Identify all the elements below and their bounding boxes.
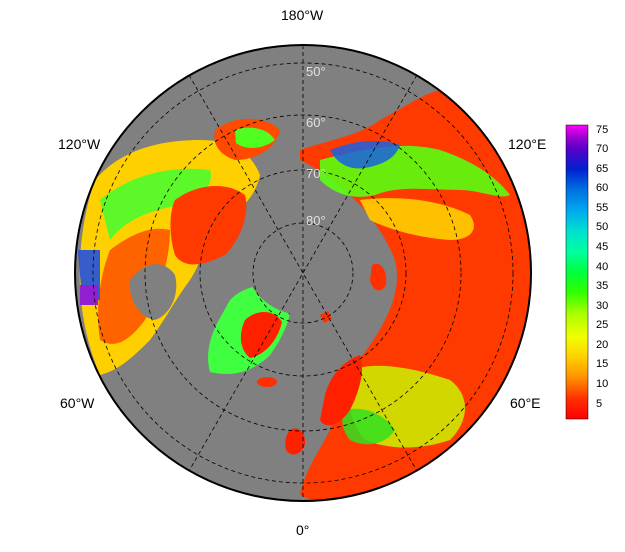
lon-label-top: 180°W — [281, 7, 324, 23]
colorbar-tick-70: 70 — [596, 143, 609, 155]
colorbar-tick-5: 5 — [596, 398, 603, 410]
colorbar-tick-15: 15 — [596, 358, 609, 370]
scandinavia — [320, 355, 362, 426]
british-isles — [285, 428, 306, 455]
map-frame — [74, 44, 532, 502]
lat-label-80: 80° — [306, 213, 326, 228]
meridian-120 — [188, 74, 418, 472]
svalbard — [320, 311, 332, 323]
colorbar-tick-75: 75 — [596, 124, 609, 136]
lat-circle-80 — [252, 222, 354, 324]
colorbar-tick-50: 50 — [596, 221, 609, 233]
colorbar-gradient — [565, 124, 589, 420]
graticule — [92, 45, 514, 501]
novaya-zemlya — [370, 263, 387, 291]
lat-label-70: 70° — [306, 166, 326, 181]
land-layer — [78, 90, 531, 501]
colorbar-tick-65: 65 — [596, 163, 609, 175]
lat-label-60: 60° — [306, 115, 326, 130]
colorbar-tick-40: 40 — [596, 261, 609, 273]
lon-label-upper-left: 120°W — [58, 136, 101, 152]
colorbar-tick-30: 30 — [596, 300, 609, 312]
iceland — [257, 377, 277, 387]
colorbar-tick-25: 25 — [596, 319, 609, 331]
colorbar-tick-35: 35 — [596, 280, 609, 292]
meridian-60 — [188, 74, 418, 472]
colorbar-tick-45: 45 — [596, 241, 609, 253]
siberia-blue-patch — [330, 140, 400, 169]
greenland-interior — [240, 311, 282, 358]
alaska-green — [235, 127, 275, 148]
lat-label-50: 50° — [306, 64, 326, 79]
lon-label-lower-left: 60°W — [60, 395, 95, 411]
lon-label-lower-right: 60°E — [510, 395, 541, 411]
lon-label-bottom: 0° — [296, 522, 310, 538]
na-green-band — [100, 168, 211, 240]
colorbar-tick-10: 10 — [596, 378, 609, 390]
siberia-yellow-band — [360, 198, 474, 240]
lon-label-upper-right: 120°E — [508, 136, 547, 152]
colorbar-tick-55: 55 — [596, 202, 609, 214]
europe-green-patch — [342, 408, 395, 445]
hudson-bay — [129, 264, 177, 320]
canadian-archipelago — [170, 185, 247, 265]
colorbar-tick-20: 20 — [596, 339, 609, 351]
colorbar-tick-60: 60 — [596, 182, 609, 194]
na-magenta-patch — [80, 285, 98, 305]
